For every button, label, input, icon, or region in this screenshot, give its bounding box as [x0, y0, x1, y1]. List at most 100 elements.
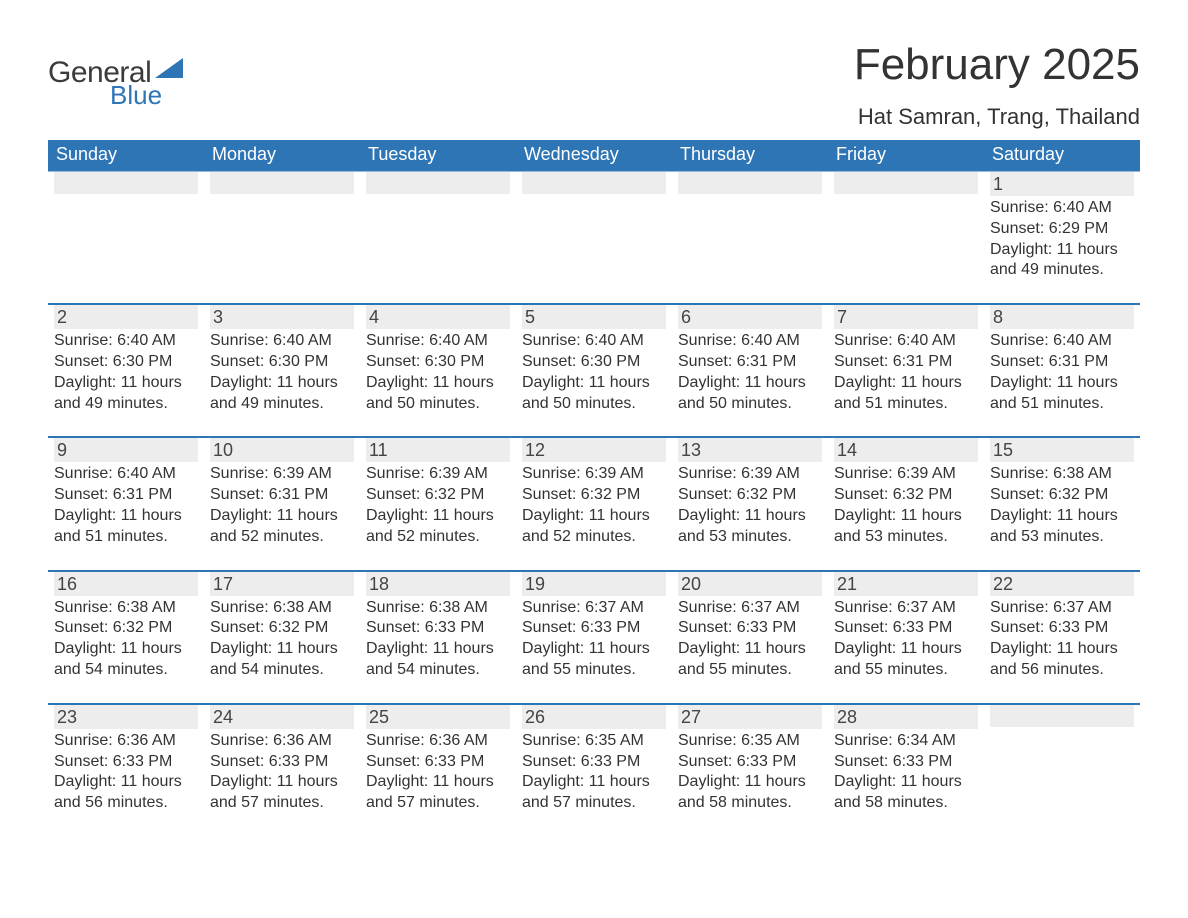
daylight-line: Daylight: 11 hours and 57 minutes.: [210, 772, 354, 814]
calendar-day-cell: 23Sunrise: 6:36 AMSunset: 6:33 PMDayligh…: [48, 705, 204, 814]
daylight-line: Daylight: 11 hours and 53 minutes.: [834, 506, 978, 548]
sunset-line: Sunset: 6:33 PM: [678, 752, 822, 773]
day-details: Sunrise: 6:40 AMSunset: 6:30 PMDaylight:…: [210, 331, 354, 414]
calendar-week: 16Sunrise: 6:38 AMSunset: 6:32 PMDayligh…: [48, 570, 1140, 703]
calendar-day-cell: 2Sunrise: 6:40 AMSunset: 6:30 PMDaylight…: [48, 305, 204, 414]
sunrise-line: Sunrise: 6:36 AM: [210, 731, 354, 752]
sunset-line: Sunset: 6:30 PM: [210, 352, 354, 373]
day-number: 8: [990, 305, 1134, 329]
day-details: Sunrise: 6:38 AMSunset: 6:32 PMDaylight:…: [210, 598, 354, 681]
calendar-day-cell: 8Sunrise: 6:40 AMSunset: 6:31 PMDaylight…: [984, 305, 1140, 414]
calendar-day-cell: [48, 172, 204, 281]
day-number: 6: [678, 305, 822, 329]
sunset-line: Sunset: 6:31 PM: [210, 485, 354, 506]
calendar-day-cell: [828, 172, 984, 281]
day-number: 2: [54, 305, 198, 329]
calendar-day-cell: [360, 172, 516, 281]
day-number: [366, 172, 510, 194]
sunrise-line: Sunrise: 6:40 AM: [366, 331, 510, 352]
calendar-day-cell: 6Sunrise: 6:40 AMSunset: 6:31 PMDaylight…: [672, 305, 828, 414]
daylight-line: Daylight: 11 hours and 54 minutes.: [210, 639, 354, 681]
weekday-header: Monday: [204, 140, 360, 171]
daylight-line: Daylight: 11 hours and 49 minutes.: [990, 240, 1134, 282]
sunset-line: Sunset: 6:30 PM: [366, 352, 510, 373]
day-number: 20: [678, 572, 822, 596]
day-details: Sunrise: 6:37 AMSunset: 6:33 PMDaylight:…: [834, 598, 978, 681]
sunrise-line: Sunrise: 6:37 AM: [522, 598, 666, 619]
calendar-day-cell: 7Sunrise: 6:40 AMSunset: 6:31 PMDaylight…: [828, 305, 984, 414]
day-details: Sunrise: 6:39 AMSunset: 6:32 PMDaylight:…: [522, 464, 666, 547]
page-title: February 2025: [854, 40, 1140, 90]
calendar-day-cell: 10Sunrise: 6:39 AMSunset: 6:31 PMDayligh…: [204, 438, 360, 547]
daylight-line: Daylight: 11 hours and 49 minutes.: [54, 373, 198, 415]
weekday-header: Sunday: [48, 140, 204, 171]
day-number: 25: [366, 705, 510, 729]
sunrise-line: Sunrise: 6:40 AM: [522, 331, 666, 352]
sunset-line: Sunset: 6:33 PM: [522, 618, 666, 639]
daylight-line: Daylight: 11 hours and 50 minutes.: [678, 373, 822, 415]
calendar-day-cell: 3Sunrise: 6:40 AMSunset: 6:30 PMDaylight…: [204, 305, 360, 414]
sunset-line: Sunset: 6:32 PM: [678, 485, 822, 506]
daylight-line: Daylight: 11 hours and 50 minutes.: [522, 373, 666, 415]
sunset-line: Sunset: 6:30 PM: [522, 352, 666, 373]
sunset-line: Sunset: 6:32 PM: [54, 618, 198, 639]
day-number: 9: [54, 438, 198, 462]
weekday-header-row: SundayMondayTuesdayWednesdayThursdayFrid…: [48, 140, 1140, 172]
sunrise-line: Sunrise: 6:40 AM: [834, 331, 978, 352]
day-number: 26: [522, 705, 666, 729]
calendar-day-cell: 4Sunrise: 6:40 AMSunset: 6:30 PMDaylight…: [360, 305, 516, 414]
sunrise-line: Sunrise: 6:39 AM: [366, 464, 510, 485]
day-number: 23: [54, 705, 198, 729]
day-details: Sunrise: 6:38 AMSunset: 6:32 PMDaylight:…: [54, 598, 198, 681]
sunset-line: Sunset: 6:33 PM: [366, 752, 510, 773]
day-details: Sunrise: 6:35 AMSunset: 6:33 PMDaylight:…: [522, 731, 666, 814]
day-details: Sunrise: 6:39 AMSunset: 6:32 PMDaylight:…: [678, 464, 822, 547]
sunset-line: Sunset: 6:33 PM: [522, 752, 666, 773]
calendar-day-cell: 25Sunrise: 6:36 AMSunset: 6:33 PMDayligh…: [360, 705, 516, 814]
daylight-line: Daylight: 11 hours and 51 minutes.: [990, 373, 1134, 415]
day-number: [990, 705, 1134, 727]
sunrise-line: Sunrise: 6:36 AM: [366, 731, 510, 752]
sunset-line: Sunset: 6:33 PM: [834, 752, 978, 773]
sunrise-line: Sunrise: 6:37 AM: [990, 598, 1134, 619]
day-number: 18: [366, 572, 510, 596]
day-number: 17: [210, 572, 354, 596]
sunset-line: Sunset: 6:33 PM: [834, 618, 978, 639]
daylight-line: Daylight: 11 hours and 53 minutes.: [990, 506, 1134, 548]
day-details: Sunrise: 6:40 AMSunset: 6:31 PMDaylight:…: [678, 331, 822, 414]
sunrise-line: Sunrise: 6:40 AM: [54, 464, 198, 485]
sunrise-line: Sunrise: 6:39 AM: [678, 464, 822, 485]
calendar-day-cell: 26Sunrise: 6:35 AMSunset: 6:33 PMDayligh…: [516, 705, 672, 814]
daylight-line: Daylight: 11 hours and 50 minutes.: [366, 373, 510, 415]
day-details: Sunrise: 6:40 AMSunset: 6:31 PMDaylight:…: [54, 464, 198, 547]
day-number: 11: [366, 438, 510, 462]
day-details: Sunrise: 6:38 AMSunset: 6:33 PMDaylight:…: [366, 598, 510, 681]
day-number: 10: [210, 438, 354, 462]
weekday-header: Tuesday: [360, 140, 516, 171]
daylight-line: Daylight: 11 hours and 58 minutes.: [834, 772, 978, 814]
daylight-line: Daylight: 11 hours and 55 minutes.: [834, 639, 978, 681]
sunset-line: Sunset: 6:33 PM: [678, 618, 822, 639]
sunset-line: Sunset: 6:29 PM: [990, 219, 1134, 240]
day-details: Sunrise: 6:40 AMSunset: 6:31 PMDaylight:…: [834, 331, 978, 414]
calendar-week: 23Sunrise: 6:36 AMSunset: 6:33 PMDayligh…: [48, 703, 1140, 836]
daylight-line: Daylight: 11 hours and 52 minutes.: [210, 506, 354, 548]
sunrise-line: Sunrise: 6:38 AM: [210, 598, 354, 619]
sunrise-line: Sunrise: 6:39 AM: [210, 464, 354, 485]
calendar-day-cell: 18Sunrise: 6:38 AMSunset: 6:33 PMDayligh…: [360, 572, 516, 681]
calendar-day-cell: 11Sunrise: 6:39 AMSunset: 6:32 PMDayligh…: [360, 438, 516, 547]
day-number: 13: [678, 438, 822, 462]
day-number: [522, 172, 666, 194]
day-number: 5: [522, 305, 666, 329]
sunrise-line: Sunrise: 6:36 AM: [54, 731, 198, 752]
calendar-day-cell: 5Sunrise: 6:40 AMSunset: 6:30 PMDaylight…: [516, 305, 672, 414]
day-details: Sunrise: 6:37 AMSunset: 6:33 PMDaylight:…: [678, 598, 822, 681]
weekday-header: Saturday: [984, 140, 1140, 171]
sunset-line: Sunset: 6:31 PM: [834, 352, 978, 373]
day-details: Sunrise: 6:39 AMSunset: 6:32 PMDaylight:…: [834, 464, 978, 547]
daylight-line: Daylight: 11 hours and 54 minutes.: [366, 639, 510, 681]
daylight-line: Daylight: 11 hours and 52 minutes.: [522, 506, 666, 548]
day-details: Sunrise: 6:36 AMSunset: 6:33 PMDaylight:…: [210, 731, 354, 814]
weekday-header: Wednesday: [516, 140, 672, 171]
calendar-day-cell: 17Sunrise: 6:38 AMSunset: 6:32 PMDayligh…: [204, 572, 360, 681]
